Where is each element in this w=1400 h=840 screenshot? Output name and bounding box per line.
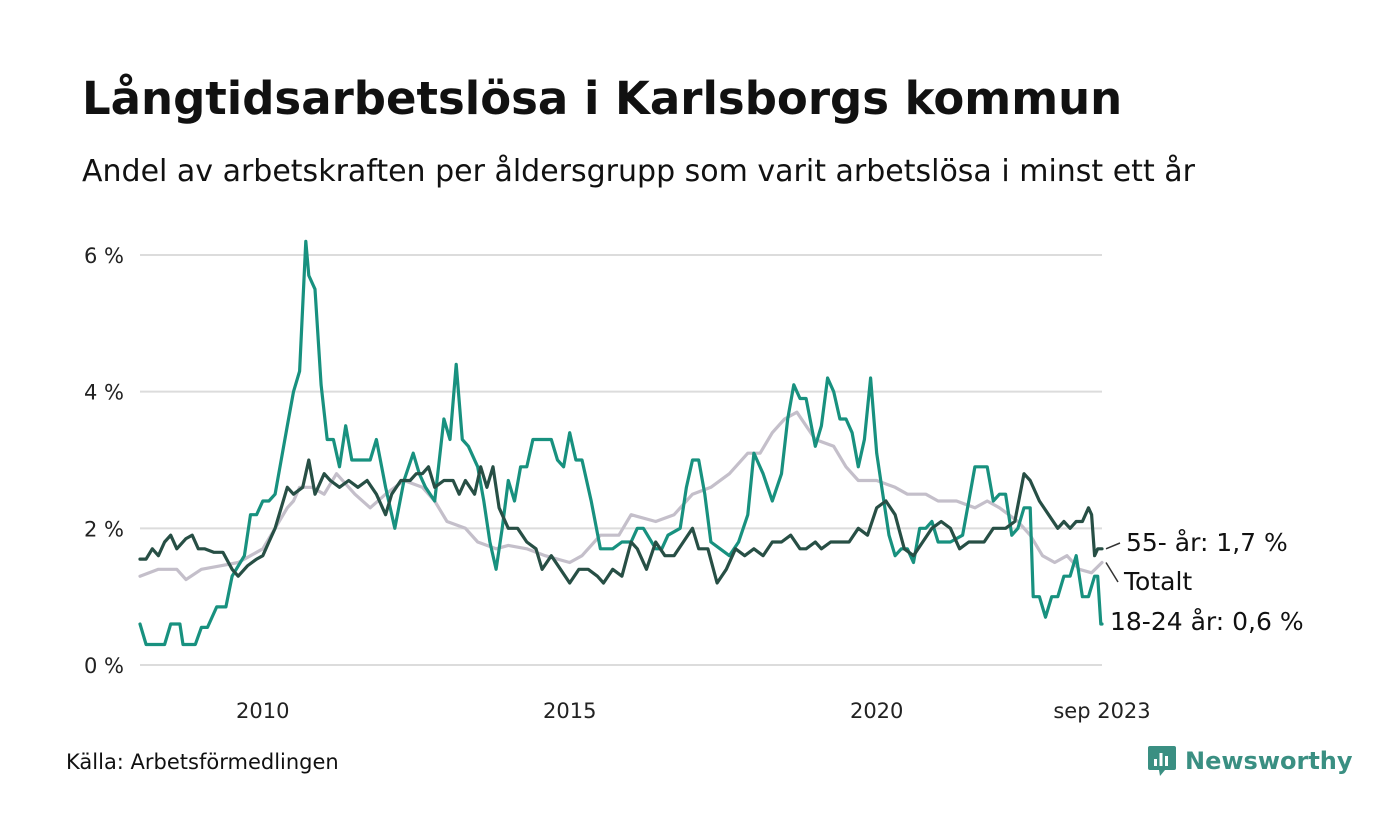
end-label-total: Totalt (1123, 567, 1192, 596)
newsworthy-logo-icon (1148, 746, 1176, 776)
source-note: Källa: Arbetsförmedlingen (66, 750, 339, 774)
brand-name: Newsworthy (1185, 747, 1353, 775)
brand-logo: Newsworthy (1147, 744, 1353, 778)
y-tick-label: 6 % (84, 244, 124, 268)
x-tick-label: 2020 (850, 699, 903, 723)
y-tick-label: 2 % (84, 517, 124, 541)
y-axis-tick-labels: 0 % 2 % 4 % 6 % (84, 244, 124, 678)
x-tick-label: sep 2023 (1053, 699, 1150, 723)
series-end-labels: Totalt 18-24 år: 0,6 % 55- år: 1,7 % (1105, 528, 1304, 636)
end-label-youth: 18-24 år: 0,6 % (1110, 607, 1304, 636)
x-tick-label: 2015 (543, 699, 596, 723)
chart-subtitle: Andel av arbetskraften per åldersgrupp s… (82, 154, 1195, 189)
y-tick-label: 4 % (84, 381, 124, 405)
x-axis-tick-labels: 2010 2015 2020 sep 2023 (236, 699, 1151, 723)
series-lines (138, 239, 1104, 647)
y-tick-label: 0 % (84, 654, 124, 678)
series-line-total (138, 410, 1104, 582)
end-label-senior: 55- år: 1,7 % (1126, 528, 1288, 557)
leader-line-senior (1105, 542, 1121, 550)
series-line-senior (138, 458, 1104, 585)
series-line-youth (138, 239, 1104, 647)
leader-line-total (1105, 562, 1119, 583)
grid-lines (140, 254, 1102, 666)
x-tick-label: 2010 (236, 699, 289, 723)
chart-title: Långtidsarbetslösa i Karlsborgs kommun (82, 72, 1123, 125)
